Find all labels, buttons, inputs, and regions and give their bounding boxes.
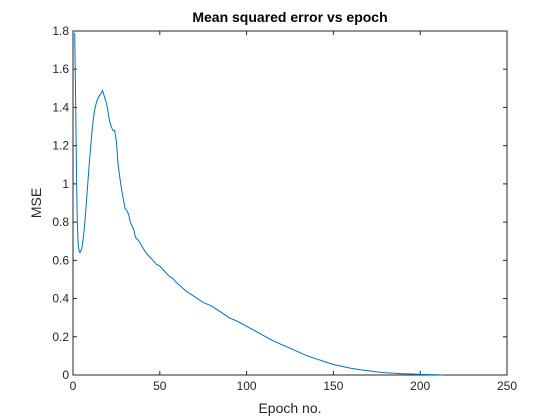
x-tick-label: 0 (70, 379, 77, 393)
y-tick-label: 0.8 (52, 215, 69, 229)
y-tick-label: 0.4 (52, 292, 69, 306)
x-tick-label: 50 (153, 379, 167, 393)
series-layer (74, 32, 443, 376)
y-axis-label: MSE (28, 188, 44, 218)
y-axis-ticks: 0 0.2 0.4 0.6 0.8 1 1.2 1.4 1.6 1.8 (52, 24, 507, 382)
plot-area-box (72, 30, 508, 376)
x-axis-ticks: 0 50 100 150 200 250 (70, 31, 517, 393)
y-tick-label: 1.4 (52, 100, 69, 114)
mse-series-line (74, 32, 443, 376)
y-tick-label: 1.2 (52, 139, 69, 153)
y-tick-label: 0 (62, 368, 69, 382)
x-tick-label: 250 (497, 379, 517, 393)
y-tick-label: 1.6 (52, 62, 69, 76)
x-axis-label: Epoch no. (258, 400, 321, 416)
y-tick-label: 1.8 (52, 24, 69, 38)
y-tick-label: 1 (62, 177, 69, 191)
x-tick-label: 200 (410, 379, 430, 393)
y-tick-label: 0.6 (52, 253, 69, 267)
x-tick-label: 100 (237, 379, 257, 393)
x-tick-label: 150 (323, 379, 343, 393)
chart-title: Mean squared error vs epoch (192, 9, 387, 25)
y-tick-label: 0.2 (52, 330, 69, 344)
